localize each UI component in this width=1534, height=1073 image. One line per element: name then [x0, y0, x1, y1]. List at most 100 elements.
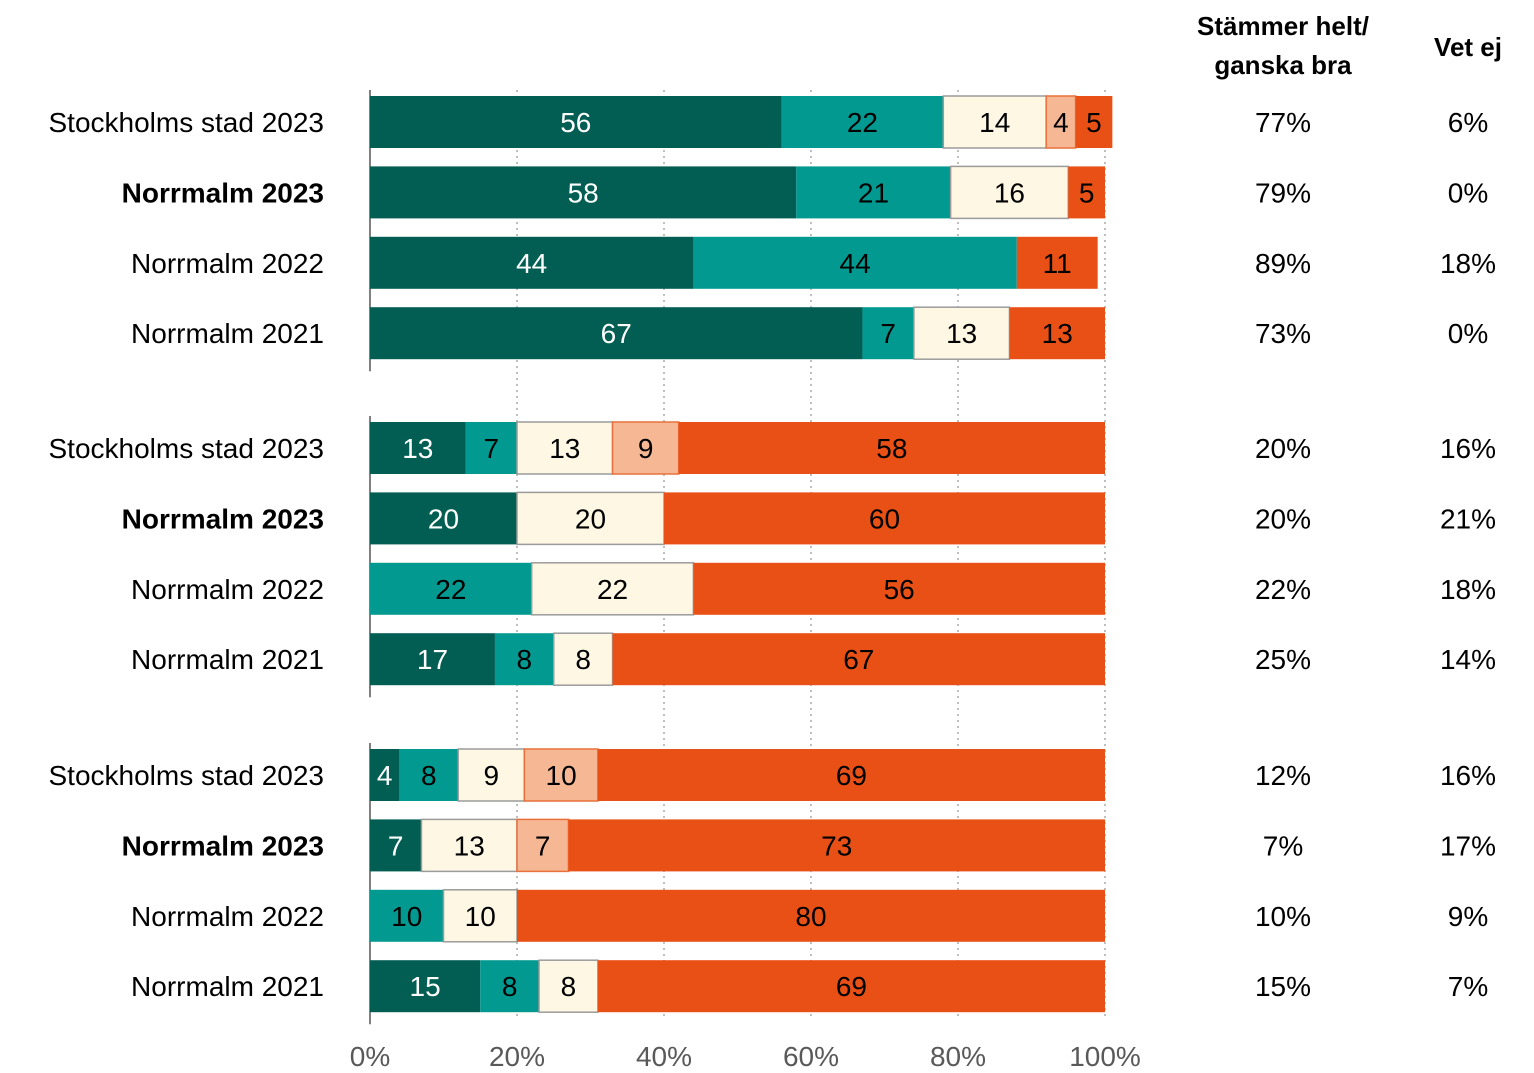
row-label: Norrmalm 2023	[122, 830, 324, 861]
agree-value: 12%	[1255, 760, 1311, 791]
row-labels: Stockholms stad 2023 Norrmalm 2023 Norrmal…	[49, 107, 325, 1002]
bar-segment	[678, 422, 1105, 474]
bar-segment-label: 10	[391, 901, 422, 932]
dont-know-value: 6%	[1448, 107, 1488, 138]
bar-segment-label: 5	[1079, 177, 1095, 208]
bar-segment	[420, 818, 518, 873]
bar-segment-label: 44	[840, 248, 871, 279]
bar-segment-label: 67	[843, 644, 874, 675]
bar-segment	[516, 491, 665, 546]
bar-segment	[1075, 96, 1113, 148]
bar-segment-label: 20	[575, 503, 606, 534]
bar-segment-label: 13	[549, 433, 580, 464]
bar-segment	[530, 562, 695, 616]
row-label: Stockholms stad 2023	[49, 107, 325, 138]
bar-segment-label: 44	[516, 248, 547, 279]
bar-segment	[1045, 95, 1077, 149]
bar-segment	[516, 421, 614, 475]
bar-segment	[597, 749, 1105, 801]
row-label: Norrmalm 2023	[122, 177, 324, 208]
agree-value: 79%	[1255, 177, 1311, 208]
bar-segment-label: 7	[535, 830, 551, 861]
bar-segment-label: 4	[1053, 107, 1069, 138]
bar-segment	[781, 96, 944, 148]
row-label: Stockholms stad 2023	[49, 433, 325, 464]
bar-segment	[370, 492, 517, 545]
bar-segment-label: 13	[402, 433, 433, 464]
bar-segment-label: 15	[410, 971, 441, 1002]
bar-segment-label: 22	[435, 574, 466, 605]
bar-segment-label: 69	[836, 760, 867, 791]
x-tick-label: 40%	[636, 1041, 692, 1072]
bar-segment	[862, 307, 914, 360]
bar-segment	[664, 492, 1105, 545]
row-label: Norrmalm 2022	[131, 248, 324, 279]
bar-segment-label: 8	[575, 644, 591, 675]
bar-segment-label: 16	[994, 177, 1025, 208]
row-label: Norrmalm 2021	[131, 644, 324, 675]
bar-segment	[370, 819, 422, 872]
bar-segment	[612, 633, 1105, 686]
agree-value: 22%	[1255, 574, 1311, 605]
bar-segment-label: 10	[546, 760, 577, 791]
bar-segment	[517, 889, 1105, 942]
bar-segment-label: 11	[1043, 248, 1072, 279]
dont-know-value: 17%	[1440, 830, 1496, 861]
dont-know-header: Vet ej	[1434, 32, 1502, 62]
bar-segment	[370, 960, 481, 1013]
bar-segment-label: 22	[597, 574, 628, 605]
bar-segment	[370, 889, 444, 942]
bar-segment-label: 7	[483, 433, 499, 464]
bar-segment-label: 7	[880, 318, 896, 349]
bar-segment-label: 7	[388, 830, 404, 861]
bar-segment-label: 58	[876, 433, 907, 464]
bar-segment	[465, 422, 517, 474]
agree-value: 89%	[1255, 248, 1311, 279]
bar-segment-label: 13	[454, 830, 485, 861]
bar-segment	[1016, 236, 1098, 289]
bar-segment-label: 9	[638, 433, 654, 464]
summary-columns: Stämmer helt/ ganska bra Vet ej 77% 6% 79%…	[1197, 11, 1502, 1002]
bar-segment-label: 9	[483, 760, 499, 791]
bar-segment-label: 56	[884, 574, 915, 605]
bar-segment	[370, 562, 532, 615]
bar-segment-label: 8	[517, 644, 533, 675]
bar-segment-label: 56	[560, 107, 591, 138]
bar-segment-label: 4	[377, 760, 393, 791]
x-axis-tick-labels: 0% 20% 40% 60% 80% 100%	[350, 1041, 1141, 1072]
agree-value: 77%	[1255, 107, 1311, 138]
agree-value: 20%	[1255, 503, 1311, 534]
agree-value: 10%	[1255, 901, 1311, 932]
dont-know-value: 14%	[1440, 644, 1496, 675]
bar-segment-label: 21	[858, 177, 889, 208]
bar-segment	[370, 422, 466, 474]
bar-segment	[913, 306, 1011, 360]
row-label: Norrmalm 2021	[131, 971, 324, 1002]
bar-segment-label: 8	[421, 760, 437, 791]
bar-segment	[568, 819, 1105, 872]
agree-value: 7%	[1263, 830, 1303, 861]
row-label: Norrmalm 2021	[131, 318, 324, 349]
bar-segment	[796, 166, 951, 219]
bar-segment-label: 14	[979, 107, 1010, 138]
bar-segment-label: 60	[869, 503, 900, 534]
row-label: Norrmalm 2022	[131, 901, 324, 932]
bar-segment	[693, 236, 1017, 289]
agree-value: 25%	[1255, 644, 1311, 675]
agree-header-line-2: ganska bra	[1214, 50, 1352, 80]
dont-know-value: 0%	[1448, 318, 1488, 349]
bar-segment-label: 80	[795, 901, 826, 932]
bar-segment-label: 13	[1042, 318, 1073, 349]
bar-segment	[399, 749, 459, 801]
bar-segment-label: 22	[847, 107, 878, 138]
bar-segment-label: 13	[946, 318, 977, 349]
bar-segment	[370, 166, 797, 219]
row-label: Norrmalm 2022	[131, 574, 324, 605]
dont-know-value: 18%	[1440, 248, 1496, 279]
bar-segment	[457, 748, 526, 802]
bar-segment-label: 73	[821, 830, 852, 861]
dont-know-value: 16%	[1440, 433, 1496, 464]
bar-segment-label: 20	[428, 503, 459, 534]
agree-value: 20%	[1255, 433, 1311, 464]
